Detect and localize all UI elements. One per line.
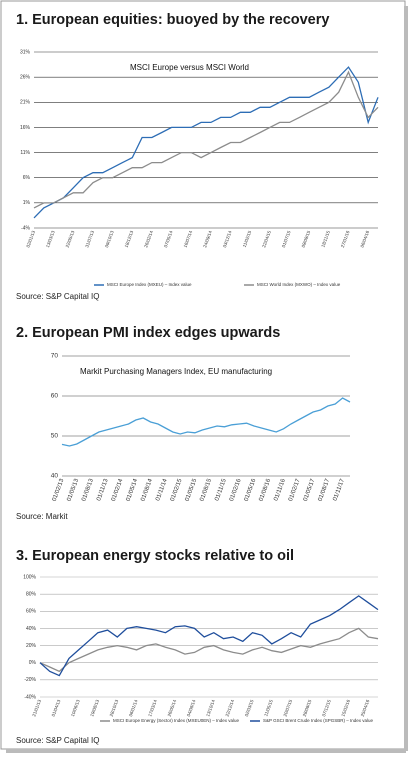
x-tick-label: 15/02/16 xyxy=(340,699,351,718)
x-tick-label: 02/01/13 xyxy=(25,230,36,249)
y-tick-label: 0% xyxy=(29,660,37,666)
source: Source: S&P Capital IQ xyxy=(16,292,99,301)
frame xyxy=(0,0,406,750)
x-tick-label: 22/04/15 xyxy=(261,230,272,249)
x-tick-label: 28/10/13 xyxy=(109,699,120,718)
y-tick-label: 70 xyxy=(51,353,59,360)
x-tick-label: 02/03/15 xyxy=(244,699,255,718)
y-tick-label: 16% xyxy=(20,125,31,131)
x-tick-label: 13/10/14 xyxy=(205,699,216,718)
y-tick-label: 26% xyxy=(20,74,31,80)
y-tick-label: 60 xyxy=(51,393,59,400)
x-tick-label: 16/07/14 xyxy=(183,230,194,249)
line xyxy=(39,627,379,673)
x-tick-label: 26/02/14 xyxy=(143,230,154,249)
x-tick-label: 17/03/14 xyxy=(147,699,158,718)
y-tick-label: 80% xyxy=(26,591,37,597)
line xyxy=(61,397,351,447)
x-tick-label: 07/05/14 xyxy=(163,230,174,249)
line xyxy=(33,70,379,209)
x-tick-label: 03/12/14 xyxy=(222,230,233,249)
x-tick-label: 18/11/15 xyxy=(320,230,331,248)
x-tick-label: 25/04/16 xyxy=(360,699,371,718)
x-tick-label: 06/04/16 xyxy=(360,230,371,249)
x-tick-label: 27/01/16 xyxy=(340,230,351,249)
line xyxy=(33,66,379,219)
y-tick-label: 50 xyxy=(51,433,59,440)
section-title: 2. European PMI index edges upwards xyxy=(16,325,280,341)
x-tick-label: 24/09/14 xyxy=(202,230,213,249)
x-tick-label: 07/12/15 xyxy=(321,699,332,718)
y-tick-label: 40 xyxy=(51,473,59,480)
y-tick-label: 60% xyxy=(26,609,37,615)
x-tick-label: 18/12/13 xyxy=(124,230,135,249)
source: Source: S&P Capital IQ xyxy=(16,736,99,745)
y-tick-label: -4% xyxy=(21,225,30,231)
y-tick-label: 6% xyxy=(23,175,31,181)
x-tick-label: 09/10/13 xyxy=(104,230,115,249)
y-tick-label: 40% xyxy=(26,626,37,632)
x-tick-label: 22/05/13 xyxy=(65,230,76,249)
section-title: 1. European equities: buoyed by the reco… xyxy=(16,12,329,28)
x-tick-label: 10/06/13 xyxy=(70,699,81,718)
section-title: 3. European energy stocks relative to oi… xyxy=(16,548,294,564)
x-tick-label: 04/08/14 xyxy=(186,699,197,718)
line xyxy=(39,595,379,677)
x-tick-label: 20/07/15 xyxy=(282,699,293,718)
legend-label: MSCI Europe Energy (Sector) Index (MXEU0… xyxy=(113,718,240,723)
y-tick-label: 1% xyxy=(23,200,31,206)
x-tick-label: 01/04/13 xyxy=(51,699,62,718)
x-tick-label: 26/05/14 xyxy=(167,699,178,718)
x-tick-label: 01/07/15 xyxy=(281,230,292,249)
x-tick-label: 28/09/15 xyxy=(302,699,313,718)
y-tick-label: -40% xyxy=(24,694,36,700)
x-tick-label: 06/01/14 xyxy=(128,699,139,718)
x-tick-label: 11/02/15 xyxy=(242,230,253,248)
y-tick-label: -20% xyxy=(24,677,36,683)
x-tick-label: 21/01/13 xyxy=(31,699,42,718)
x-tick-label: 31/07/13 xyxy=(84,230,95,249)
source: Source: Markit xyxy=(16,512,68,521)
annotation: Markit Purchasing Managers Index, EU man… xyxy=(80,367,272,376)
x-tick-label: 19/08/13 xyxy=(89,699,100,718)
x-tick-label: 22/12/14 xyxy=(225,699,236,718)
x-tick-label: 09/09/15 xyxy=(301,230,312,249)
annotation: MSCI Europe versus MSCI World xyxy=(130,63,249,72)
legend-label: S&P GSCI Brent Crude Index (SPGSBR) – In… xyxy=(263,718,373,723)
legend-label: MSCI Europe Index (MXEU) – Index value xyxy=(107,282,192,287)
y-tick-label: 100% xyxy=(23,574,36,580)
y-tick-label: 11% xyxy=(20,150,30,156)
x-tick-label: 13/03/13 xyxy=(45,230,56,249)
legend-label: MSCI World Index (MXWO) – Index value xyxy=(257,282,341,287)
x-tick-label: 11/05/15 xyxy=(263,699,274,717)
y-tick-label: 20% xyxy=(26,643,37,649)
y-tick-label: 31% xyxy=(20,49,31,55)
y-tick-label: 21% xyxy=(20,100,31,106)
